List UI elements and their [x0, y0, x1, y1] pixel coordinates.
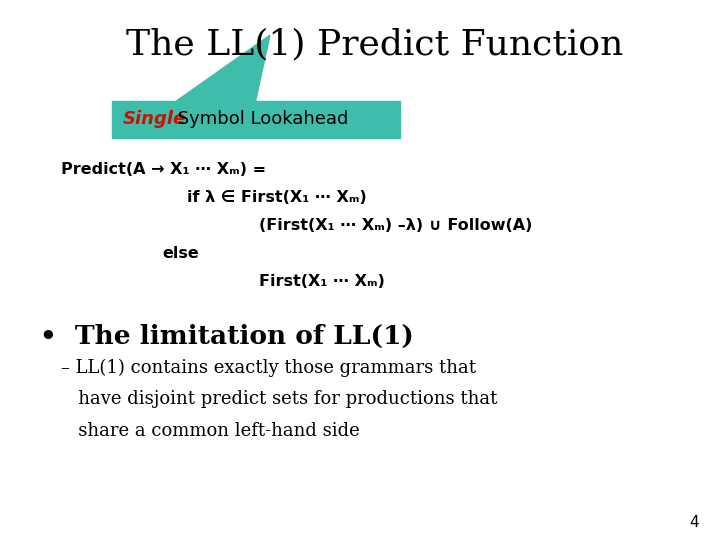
Polygon shape: [176, 35, 270, 101]
Text: share a common left-hand side: share a common left-hand side: [61, 422, 360, 440]
Text: Single: Single: [123, 110, 186, 129]
Text: if λ ∈ First(X₁ ⋯ Xₘ): if λ ∈ First(X₁ ⋯ Xₘ): [187, 190, 367, 205]
Text: else: else: [162, 246, 199, 261]
Text: The LL(1) Predict Function: The LL(1) Predict Function: [126, 27, 623, 61]
Text: – LL(1) contains exactly those grammars that: – LL(1) contains exactly those grammars …: [61, 359, 476, 377]
Text: Predict(A → X₁ ⋯ Xₘ) =: Predict(A → X₁ ⋯ Xₘ) =: [61, 162, 266, 177]
Text: (First(X₁ ⋯ Xₘ) –λ) ∪ Follow(A): (First(X₁ ⋯ Xₘ) –λ) ∪ Follow(A): [259, 218, 533, 233]
Text: Symbol Lookahead: Symbol Lookahead: [172, 110, 348, 129]
Text: have disjoint predict sets for productions that: have disjoint predict sets for productio…: [61, 390, 498, 408]
Text: •  The limitation of LL(1): • The limitation of LL(1): [40, 324, 413, 349]
FancyBboxPatch shape: [112, 101, 400, 138]
Text: 4: 4: [689, 515, 698, 530]
Text: First(X₁ ⋯ Xₘ): First(X₁ ⋯ Xₘ): [259, 274, 385, 289]
